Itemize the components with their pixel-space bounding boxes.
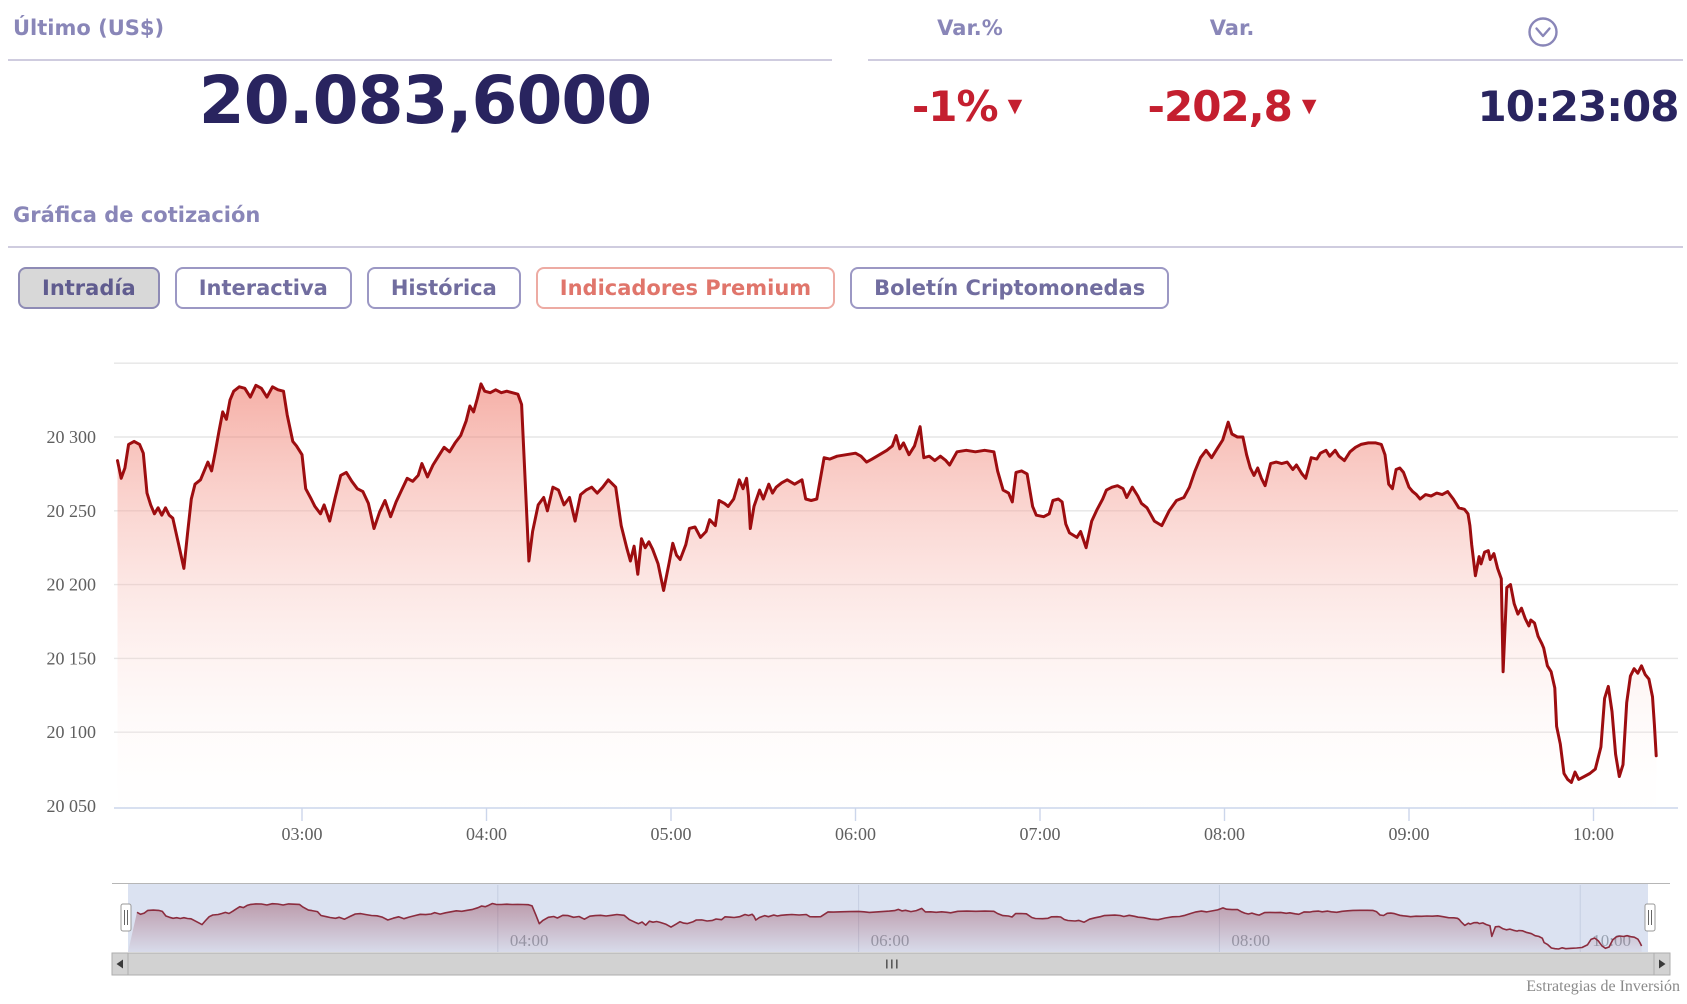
intraday-price-chart[interactable]: 03:00 04:00 05:00 06:00 07:00 08:00 09:00 10:00… [0,330,1687,1000]
x-tick-label: 09:00 [1388,824,1429,844]
y-tick-label: 20 200 [47,575,97,595]
x-tick-label: 04:00 [466,824,507,844]
header-divider-left [8,59,832,61]
y-tick-label: 20 250 [47,501,97,521]
watermark: Estrategias de Inversión [1526,978,1680,995]
section-title: Gráfica de cotización [13,203,261,227]
x-tick-label: 08:00 [1204,824,1245,844]
y-tick-label: 20 150 [47,648,97,668]
time-value-row: 10:23:08 [1477,80,1680,132]
var-pct-value-row: -1% ▼ [867,80,1067,132]
y-tick-label: 20 300 [47,427,97,447]
var-pct-value: -1% [911,81,999,131]
scrollbar-left-arrow[interactable] [116,959,124,969]
clock-icon [1527,16,1559,48]
x-tick-label: 06:00 [835,824,876,844]
last-price-label: Último (US$) [13,16,165,40]
scrollbar-grip[interactable] [886,959,898,969]
last-price-value: 20.083,6000 [198,62,652,139]
y-tick-label: 20 050 [47,796,97,816]
down-triangle-icon: ▼ [1007,94,1023,117]
tab-historica[interactable]: Histórica [366,267,521,309]
scrollbar-right-arrow[interactable] [1659,959,1666,969]
section-divider [8,246,1683,248]
main-plot: 03:00 04:00 05:00 06:00 07:00 08:00 09:00 10:00… [47,362,1678,844]
var-value: -202,8 [1147,81,1293,131]
down-triangle-icon: ▼ [1301,94,1317,117]
navigator-handle-right[interactable] [1644,903,1656,932]
tab-intradia[interactable]: Intradía [18,267,160,309]
tab-indicadores-premium[interactable]: Indicadores Premium [535,267,836,309]
tab-interactiva[interactable]: Interactiva [174,267,352,309]
var-pct-label: Var.% [937,16,1003,40]
header-divider-right [868,59,1683,61]
navigator-handle-left[interactable] [120,903,132,932]
quote-time: 10:23:08 [1477,81,1680,131]
price-line [116,382,1658,784]
chart-tabs: Intradía Interactiva Histórica Indicador… [18,267,1170,309]
navigator-area-fill [128,903,1642,952]
price-area-fill [117,383,1657,808]
var-value-row: -202,8 ▼ [1132,80,1332,132]
chart-scrollbar[interactable] [111,952,1671,976]
x-tick-label: 10:00 [1573,824,1614,844]
navigator-line [136,902,1643,950]
x-tick-label: 07:00 [1019,824,1060,844]
x-tick-label: 03:00 [281,824,322,844]
y-tick-label: 20 100 [47,722,97,742]
var-label: Var. [1209,16,1255,40]
x-tick-label: 05:00 [650,824,691,844]
tab-boletin-criptomonedas[interactable]: Boletín Criptomonedas [850,267,1170,309]
